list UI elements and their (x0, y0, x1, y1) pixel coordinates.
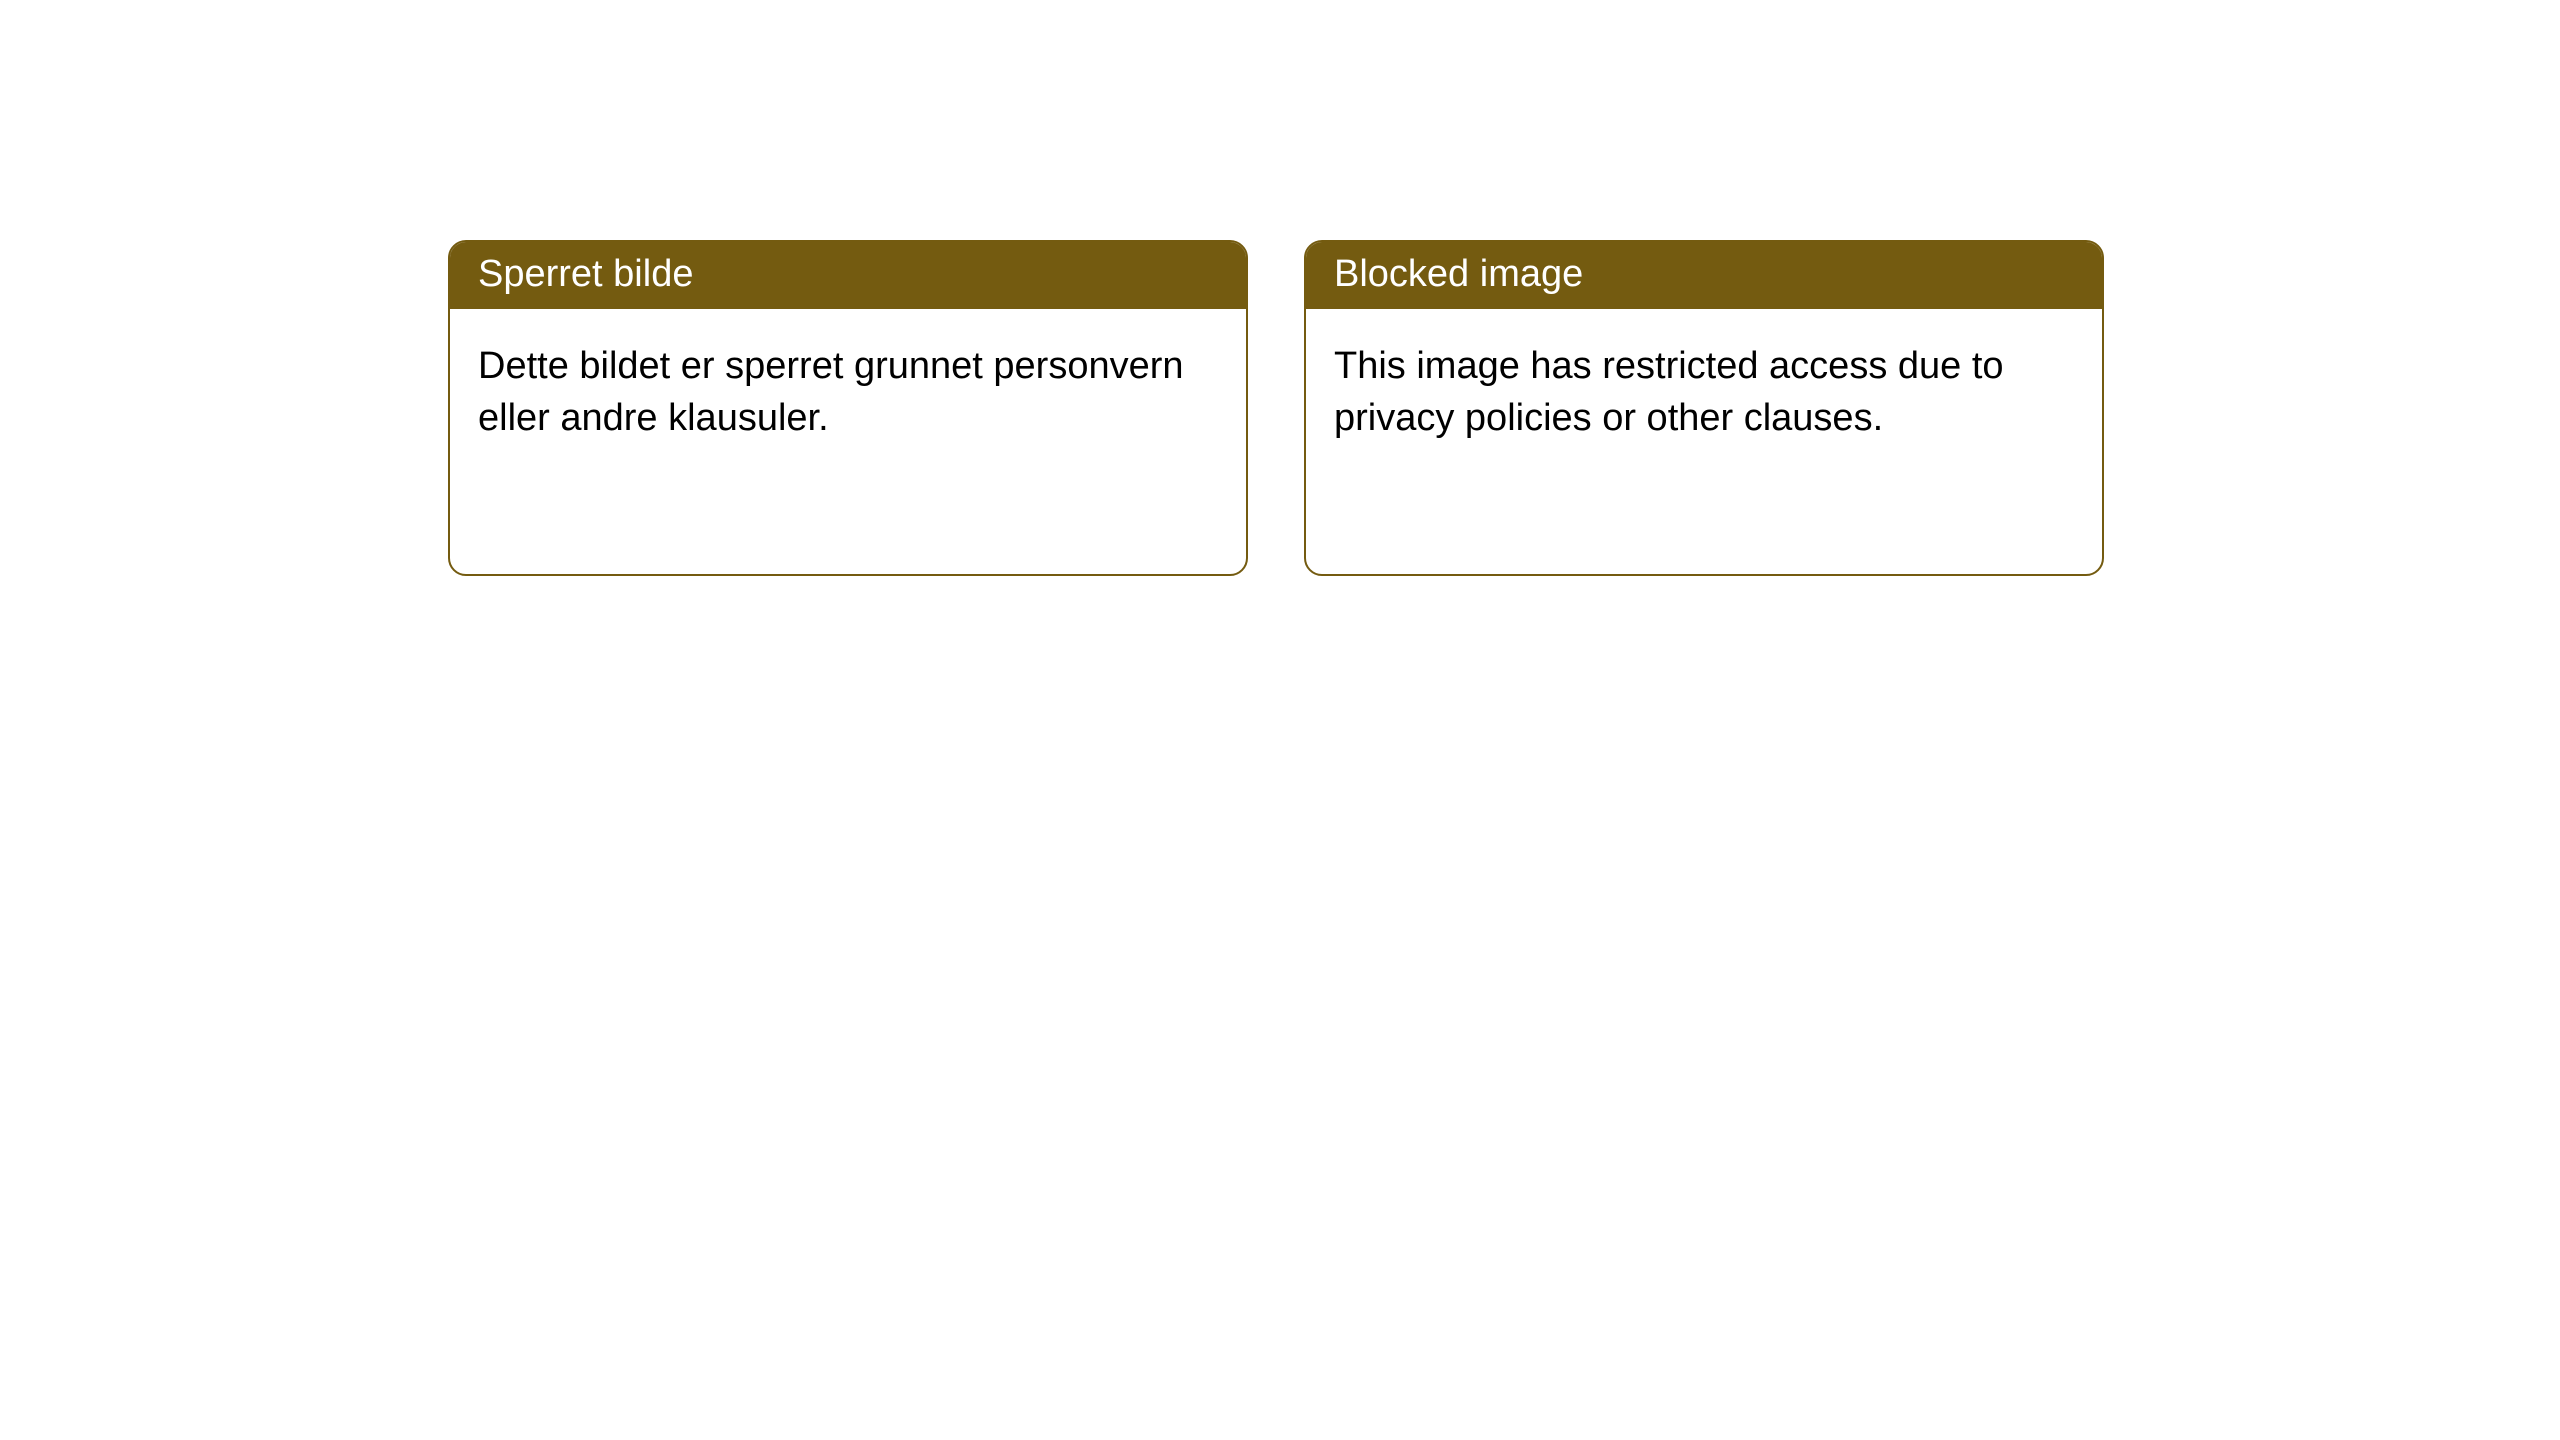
notice-card-title: Blocked image (1306, 242, 2102, 309)
notice-card-title: Sperret bilde (450, 242, 1246, 309)
notice-card-body: This image has restricted access due to … (1306, 309, 2102, 476)
notice-card-row: Sperret bilde Dette bildet er sperret gr… (0, 0, 2560, 576)
notice-card-body: Dette bildet er sperret grunnet personve… (450, 309, 1246, 476)
notice-card-en: Blocked image This image has restricted … (1304, 240, 2104, 576)
notice-card-no: Sperret bilde Dette bildet er sperret gr… (448, 240, 1248, 576)
